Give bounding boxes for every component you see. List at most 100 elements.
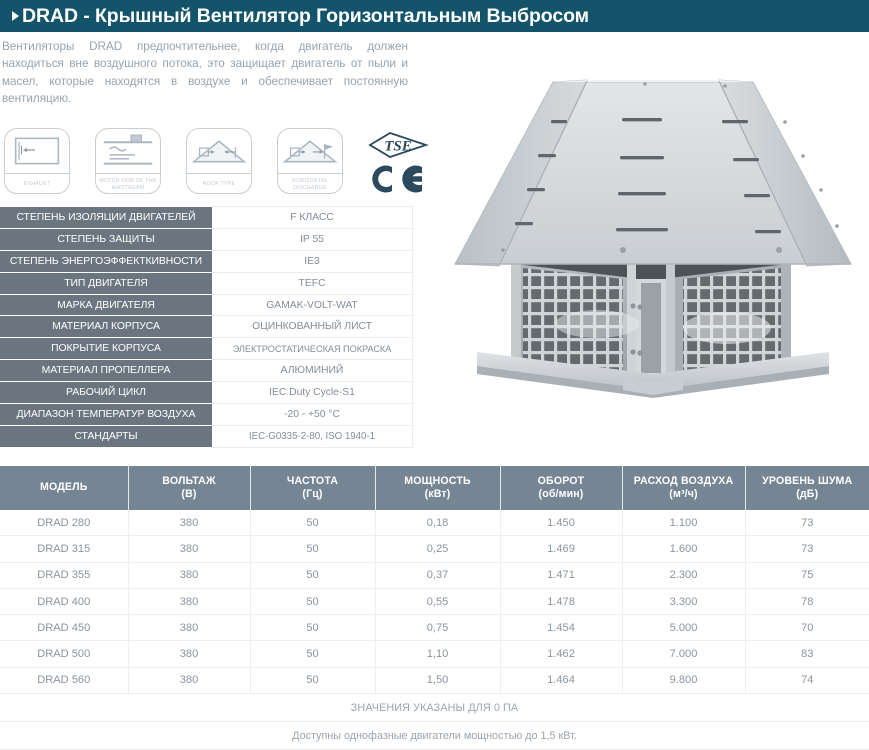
cell-frequency: 50 [250,640,376,668]
cell-noise: 70 [745,614,869,642]
table-row: МАРКА ДВИГАТЕЛЯ GAMAK-VOLT-WAT [0,294,413,317]
column-header-model: МОДЕЛЬ [0,466,129,510]
badge-exhaust: EXHAUST [4,128,70,194]
cell-model: DRAD 400 [0,588,129,616]
spec-label: СТЕПЕНЬ ЗАЩИТЫ [0,228,212,251]
cell-rpm: 1.454 [500,614,623,642]
cell-rpm: 1.450 [500,510,623,537]
column-header-rpm: ОБОРОТ (об/мин) [500,466,623,510]
column-header-frequency: ЧАСТОТА (Гц) [250,466,376,510]
cell-noise: 78 [745,588,869,616]
column-title: ЧАСТОТА [286,474,339,487]
horizontal-discharge-icon [282,140,338,163]
cell-voltage: 380 [128,510,251,537]
badge-divider [187,173,251,175]
cell-airflow: 1.100 [622,510,746,537]
column-unit: (м³/ч) [669,488,698,500]
cell-model: DRAD 355 [0,562,129,589]
table-row: ДИАПАЗОН ТЕМПЕРАТУР ВОЗДУХА -20 - +50 °C [0,403,413,426]
badge-divider [96,173,160,175]
cell-airflow: 9.800 [622,667,746,695]
table-row: ПОКРЫТИЕ КОРПУСА ЭЛЕКТРОСТАТИЧЕСКАЯ ПОКР… [0,337,413,361]
column-title: УРОВЕНЬ ШУМА [762,474,853,487]
cell-voltage: 380 [128,588,251,616]
table-row: ТИП ДВИГАТЕЛЯ TEFC [0,272,413,295]
table-row: DRAD 450 380 50 0,75 1.454 5.000 70 [0,614,869,642]
cell-frequency: 50 [250,588,376,616]
spec-value: IEC Duty Cycle-S1 [212,381,413,405]
feature-badge-row: EXHAUST MOTOR OUR OF THE AIRSTREAM ROOF … [2,128,442,202]
cell-rpm: 1.462 [500,640,623,668]
cell-noise: 73 [745,510,869,537]
spec-value: АЛЮМИНИЙ [212,359,413,383]
table-row: РАБОЧИЙ ЦИКЛ IEC Duty Cycle-S1 [0,381,413,405]
badge-horizontal-discharge: HORIZONTAL DISCHARGE [277,128,343,194]
spec-value: GAMAK-VOLT-WAT [212,294,413,317]
motor-out-of-airstream-icon [103,134,153,165]
cell-noise: 74 [745,667,869,695]
table-note-row: ЗНАЧЕНИЯ УКАЗАНЫ ДЛЯ 0 ПА [0,693,869,723]
cell-frequency: 50 [250,562,376,589]
models-data-table: МОДЕЛЬ ВОЛЬТАЖ (В) ЧАСТОТА (Гц) МОЩНОСТЬ… [0,466,869,750]
cell-airflow: 2.300 [622,562,746,589]
cell-model: DRAD 315 [0,535,129,563]
cell-power: 1,50 [375,667,501,695]
cell-power: 0,18 [375,510,501,537]
table-row: DRAD 500 380 50 1,10 1.462 7.000 83 [0,640,869,668]
column-unit: (об/мин) [538,488,584,500]
column-title: РАСХОД ВОЗДУХА [633,474,734,487]
table-row: DRAD 355 380 50 0,37 1.471 2.300 75 [0,562,869,589]
table-row: СТЕПЕНЬ ИЗОЛЯЦИИ ДВИГАТЕЛЕЙ F КЛАСС [0,206,413,229]
column-header-noise: УРОВЕНЬ ШУМА (дБ) [745,466,869,510]
cell-airflow: 5.000 [622,614,746,642]
column-title: МОДЕЛЬ [40,481,88,494]
page-title: DRAD - Крышный Вентилятор Горизонтальным… [22,4,589,27]
table-row: МАТЕРИАЛ КОРПУСА ОЦИНКОВАННЫЙ ЛИСТ [0,315,413,339]
cell-frequency: 50 [250,614,376,642]
spec-value: IP 55 [212,228,413,251]
cell-noise: 75 [745,562,869,589]
cell-voltage: 380 [128,667,251,695]
note-text: ЗНАЧЕНИЯ УКАЗАНЫ ДЛЯ 0 ПА [0,693,869,723]
cell-power: 1,10 [375,640,501,668]
spec-label: РАБОЧИЙ ЦИКЛ [0,381,212,405]
spec-label: МАРКА ДВИГАТЕЛЯ [0,294,212,317]
roof-type-icon [191,140,247,163]
drad-roof-fan-photo [454,79,852,398]
table-row: МАТЕРИАЛ ПРОПЕЛЛЕРА АЛЮМИНИЙ [0,359,413,383]
badge-roof-type: ROOF TYPE [186,128,252,194]
spec-label: МАТЕРИАЛ ПРОПЕЛЛЕРА [0,359,212,383]
tse-mark-icon: TSE [368,132,429,158]
badge-label: HORIZONTAL DISCHARGE [292,177,328,191]
table-row: СТЕПЕНЬ ЭНЕРГОЭФФЕКТКИВНОСТИ IE3 [0,250,413,273]
table-row: DRAD 560 380 50 1,50 1.464 9.800 74 [0,667,869,695]
spec-value: -20 - +50 °C [212,403,413,426]
badge-label: EXHAUST [23,181,51,188]
spec-value: IEC-G0335-2-80, ISO 1940-1 [212,425,413,448]
cell-rpm: 1.469 [500,535,623,563]
specifications-table: СТЕПЕНЬ ИЗОЛЯЦИИ ДВИГАТЕЛЕЙ F КЛАСС СТЕП… [0,206,413,448]
spec-label: МАТЕРИАЛ КОРПУСА [0,315,212,339]
cell-airflow: 1.600 [622,535,746,563]
column-unit: (В) [181,488,197,500]
exhaust-duct-icon [14,137,60,165]
cell-model: DRAD 560 [0,667,129,695]
badge-label: ROOF TYPE [202,181,236,188]
intro-paragraph: Вентиляторы DRAD предпочтительнее, когда… [2,40,408,106]
cell-airflow: 3.300 [622,588,746,616]
spec-label: СТАНДАРТЫ [0,425,212,448]
spec-label: СТЕПЕНЬ ИЗОЛЯЦИИ ДВИГАТЕЛЕЙ [0,206,212,229]
cell-voltage: 380 [128,562,251,589]
column-title: МОЩНОСТЬ [404,474,471,487]
svg-text:TSE: TSE [384,139,412,155]
cell-power: 0,55 [375,588,501,616]
cell-power: 0,25 [375,535,501,563]
column-unit: (дБ) [796,488,819,500]
column-header-airflow: РАСХОД ВОЗДУХА (м³/ч) [622,466,746,510]
table-row: СТАНДАРТЫ IEC-G0335-2-80, ISO 1940-1 [0,425,413,448]
cell-model: DRAD 500 [0,640,129,668]
spec-value: ОЦИНКОВАННЫЙ ЛИСТ [212,315,413,339]
badge-divider [278,173,342,175]
table-row: СТЕПЕНЬ ЗАЩИТЫ IP 55 [0,228,413,251]
spec-label: ТИП ДВИГАТЕЛЯ [0,272,212,295]
